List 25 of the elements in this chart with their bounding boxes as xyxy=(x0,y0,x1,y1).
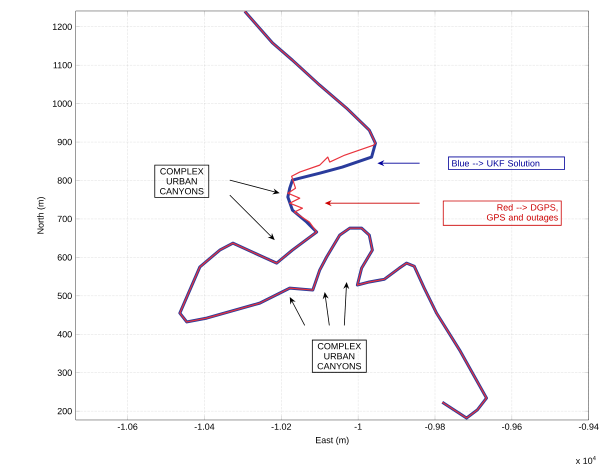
y-tick-label: 800 xyxy=(58,177,72,184)
x-tick-label: -1.02 xyxy=(271,424,292,430)
x-tick-label: -0.98 xyxy=(425,424,445,430)
annotation: Red --> DGPS, GPS and outages xyxy=(486,204,558,222)
annotation: COMPLEX URBAN CANYONS xyxy=(160,168,204,194)
y-tick-label: 300 xyxy=(58,370,72,376)
y-tick-label: 200 xyxy=(58,408,72,414)
y-tick-label: 1200 xyxy=(52,24,72,30)
x-tick-label: -0.96 xyxy=(502,424,522,430)
x-tick-label: -1.06 xyxy=(118,424,138,430)
y-tick-label: 600 xyxy=(58,254,72,261)
text: x 10$^{4}$ xyxy=(576,456,596,464)
y-tick-label: 900 xyxy=(58,138,72,146)
annotation: Blue --> UKF Solution xyxy=(452,160,540,167)
x-tick-label: -1 xyxy=(354,424,362,430)
annotation: COMPLEX URBAN CANYONS xyxy=(318,343,362,370)
y-tick-label: 700 xyxy=(58,216,72,222)
y-tick-label: 1000 xyxy=(52,100,72,107)
x-tick-label: -0.94 xyxy=(578,424,599,430)
y-tick-label: 400 xyxy=(57,331,72,338)
y-tick-label: 1100 xyxy=(54,62,72,68)
x-axis-title: East (m) xyxy=(316,436,349,446)
x-tick-label: -1.04 xyxy=(194,424,214,430)
y-tick-label: 500 xyxy=(58,292,72,300)
y-axis-title: North (m) xyxy=(37,197,46,234)
